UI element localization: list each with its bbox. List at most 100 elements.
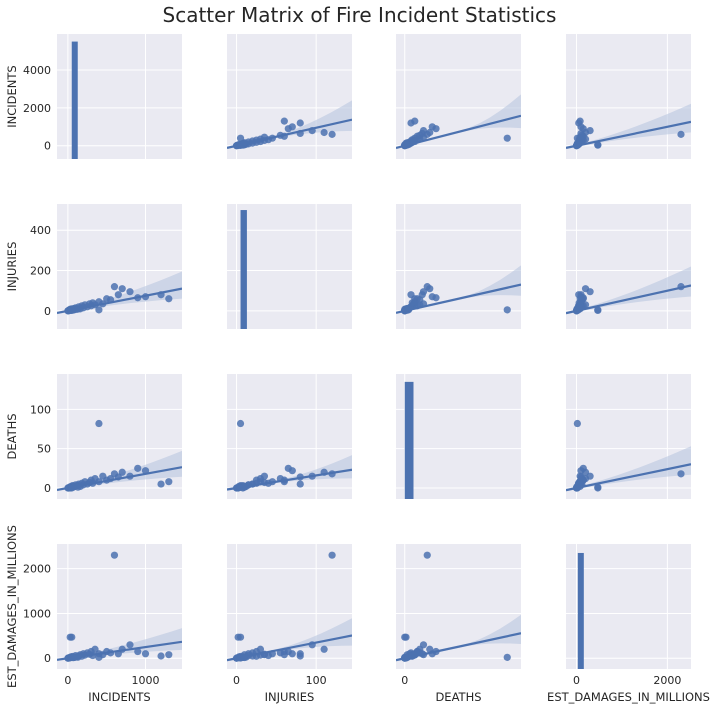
- regression-line: [396, 632, 521, 662]
- data-point: [586, 288, 594, 296]
- x-tick-label: 1000: [132, 674, 160, 687]
- data-point: [280, 651, 288, 659]
- panel-DEATHS-vs-DEATHS: [396, 374, 521, 499]
- data-point: [110, 283, 119, 291]
- data-point: [677, 130, 685, 138]
- data-point: [577, 467, 585, 475]
- data-point: [428, 293, 436, 301]
- panel-content: [71, 41, 78, 159]
- x-axis-label: DEATHS: [435, 690, 481, 704]
- regression-line: [566, 120, 691, 149]
- panel-content: [577, 552, 584, 669]
- panel-content: [57, 551, 182, 662]
- data-point: [320, 645, 328, 653]
- data-point: [260, 472, 269, 480]
- data-point: [157, 480, 165, 488]
- panel-content: [57, 271, 182, 315]
- data-point: [118, 285, 126, 293]
- panel-EST_DAMAGES_IN_MILLIONS-vs-EST_DAMAGES_IN_MILLIONS: [566, 544, 691, 669]
- data-point: [134, 647, 142, 656]
- panel-content: [396, 265, 521, 315]
- data-point: [165, 651, 173, 659]
- y-tick-label: 1000: [23, 607, 51, 620]
- data-point: [586, 126, 594, 135]
- data-point: [114, 291, 122, 299]
- panel-INCIDENTS-vs-EST_DAMAGES_IN_MILLIONS: [566, 34, 691, 159]
- y-tick-label: 400: [30, 224, 51, 237]
- data-point: [165, 295, 173, 303]
- data-point: [288, 467, 296, 475]
- histogram-bar: [577, 552, 584, 669]
- x-tick-label: 100: [306, 674, 327, 687]
- panel-background: [566, 544, 691, 669]
- y-tick-label: 50: [37, 443, 51, 456]
- regression-line: [396, 283, 521, 314]
- data-point: [296, 119, 304, 127]
- data-point: [126, 288, 134, 296]
- panel-content: [566, 103, 691, 150]
- y-tick-label: 0: [44, 652, 51, 665]
- panel-content: [227, 100, 352, 150]
- data-point: [95, 306, 103, 314]
- regression-line: [57, 466, 182, 492]
- data-point: [157, 652, 165, 660]
- panel-INJURIES-vs-EST_DAMAGES_IN_MILLIONS: [566, 204, 691, 329]
- panel-content: [396, 94, 521, 150]
- panel-background: [57, 34, 182, 159]
- panel-INJURIES-vs-INCIDENTS: [57, 204, 182, 329]
- y-tick-label: 0: [44, 305, 51, 318]
- regression-line: [57, 287, 182, 315]
- y-axis-label: INCIDENTS: [5, 65, 19, 127]
- panel-background: [396, 204, 521, 329]
- data-point: [95, 653, 103, 661]
- panel-DEATHS-vs-INJURIES: [227, 374, 352, 499]
- y-axis-label: DEATHS: [5, 413, 19, 459]
- chart-title: Scatter Matrix of Fire Incident Statisti…: [162, 3, 557, 27]
- regression-line: [566, 284, 691, 315]
- y-tick-label: 2000: [23, 102, 51, 115]
- x-tick-label: 0: [233, 674, 240, 687]
- data-point: [503, 306, 511, 314]
- y-tick-label: 200: [30, 265, 51, 278]
- regression-line: [566, 463, 691, 492]
- data-point: [328, 551, 336, 559]
- y-tick-label: 100: [30, 403, 51, 416]
- x-tick-label: 0: [401, 674, 408, 687]
- panel-content: [404, 381, 414, 499]
- data-point: [134, 464, 142, 472]
- data-point: [426, 285, 434, 293]
- panel-INJURIES-vs-INJURIES: [227, 204, 352, 329]
- panel-EST_DAMAGES_IN_MILLIONS-vs-DEATHS: [396, 544, 521, 669]
- data-point: [288, 123, 296, 131]
- y-axis-label: INJURIES: [5, 242, 19, 292]
- panel-INCIDENTS-vs-INJURIES: [227, 34, 352, 159]
- regression-line: [227, 468, 352, 491]
- panel-INJURIES-vs-DEATHS: [396, 204, 521, 329]
- data-point: [296, 480, 304, 488]
- regression-line: [396, 114, 521, 150]
- histogram-bar: [404, 381, 414, 499]
- y-tick-label: 0: [44, 140, 51, 153]
- data-point: [594, 483, 602, 491]
- data-point: [66, 633, 74, 641]
- data-point: [586, 472, 594, 480]
- x-tick-label: 0: [573, 674, 580, 687]
- panel-EST_DAMAGES_IN_MILLIONS-vs-INCIDENTS: [57, 544, 182, 669]
- panel-content: [396, 551, 521, 662]
- data-point: [280, 117, 288, 125]
- panel-content: [566, 266, 691, 315]
- data-point: [503, 134, 511, 142]
- data-point: [419, 641, 428, 649]
- x-tick-label: 0: [64, 674, 71, 687]
- x-axis-label: EST_DAMAGES_IN_MILLIONS: [547, 690, 710, 704]
- data-point: [95, 419, 103, 428]
- data-point: [573, 134, 581, 142]
- y-axis-label: EST_DAMAGES_IN_MILLIONS: [5, 525, 19, 688]
- panel-content: [57, 419, 182, 492]
- data-point: [419, 288, 428, 296]
- data-point: [576, 295, 584, 303]
- panel-background: [227, 204, 352, 329]
- panel-content: [240, 210, 247, 329]
- data-point: [411, 117, 419, 125]
- data-point: [402, 633, 410, 641]
